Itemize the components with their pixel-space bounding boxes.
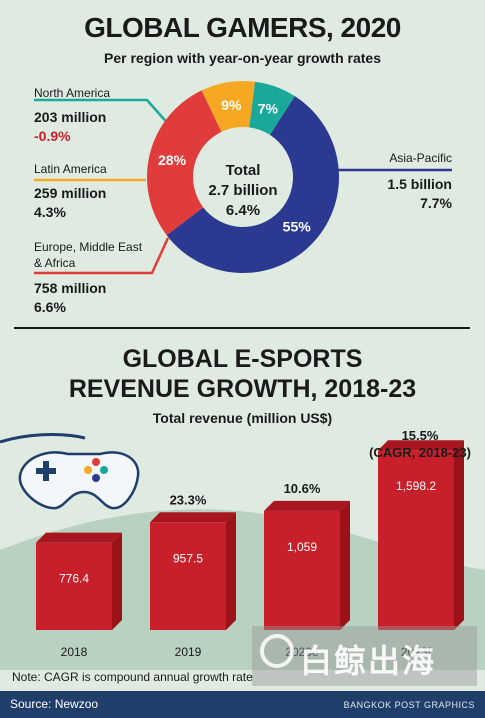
donut-labels: 55% 28% 9% 7% xyxy=(158,97,311,235)
donut-slice-label: 28% xyxy=(158,152,187,168)
chart2-title-line2: REVENUE GROWTH, 2018-23 xyxy=(68,375,417,403)
bar-side-2019 xyxy=(226,512,236,630)
region-growth-asia-pacific: 7.7% xyxy=(420,195,452,211)
bar-2020e xyxy=(264,510,340,630)
donut-chart: 55% 28% 9% 7% Total 2.7 billion 6.4% xyxy=(34,81,452,275)
bar-side-2018 xyxy=(112,532,122,630)
footnote: Note: CAGR is compound annual growth rat… xyxy=(12,670,253,684)
donut-slice-label: 9% xyxy=(221,97,242,113)
region-label-latin-america: Latin America xyxy=(34,162,107,176)
donut-slice-asia-pacific xyxy=(166,96,339,273)
region-growth-north-america: -0.9% xyxy=(34,128,71,144)
bar-side-2023f xyxy=(454,440,464,630)
bar-category-label: 2023f xyxy=(401,645,432,659)
donut-center-growth: 6.4% xyxy=(226,202,260,219)
section-divider xyxy=(14,327,470,329)
connector-north-america xyxy=(34,98,171,127)
bar-top-2019 xyxy=(150,512,236,523)
page-title: GLOBAL GAMERS, 2020 xyxy=(84,12,401,43)
bar-value-label: 957.5 xyxy=(173,551,203,565)
donut-slices xyxy=(147,81,339,273)
cagr-label: (CAGR, 2018-23) xyxy=(369,445,471,460)
donut-slice-north-america xyxy=(249,81,295,135)
region-count-asia-pacific: 1.5 billion xyxy=(387,176,452,192)
region-label-emea-line2: & Africa xyxy=(34,256,76,270)
chart2-subtitle: Total revenue (million US$) xyxy=(152,410,333,426)
region-count-north-america: 203 million xyxy=(34,109,107,125)
donut-center-label: Total xyxy=(226,162,261,179)
source-text: Source: Newzoo xyxy=(10,697,99,711)
bar-2019 xyxy=(150,522,226,630)
donut-slice-latin-america xyxy=(201,81,256,132)
bar-top-2023f xyxy=(378,440,464,451)
donut-slice-label: 55% xyxy=(283,218,312,234)
credit-text: BANGKOK POST GRAPHICS xyxy=(343,700,475,710)
game-controller-icon xyxy=(0,433,140,510)
region-label-emea-line1: Europe, Middle East xyxy=(34,240,143,254)
cagr-value: 15.5% xyxy=(402,428,439,443)
connector-emea xyxy=(34,237,170,275)
donut-slice-europe-middle-east-africa xyxy=(147,90,222,236)
bar-value-label: 1,598.2 xyxy=(396,479,436,493)
bar-2023f xyxy=(378,450,454,630)
bar-category-label: 2018 xyxy=(61,645,88,659)
watermark-text: 白鲸出海 xyxy=(300,643,437,679)
region-label-north-america: North America xyxy=(34,86,111,100)
region-count-latin-america: 259 million xyxy=(34,185,107,201)
bar-growth-label: 10.6% xyxy=(284,481,321,496)
region-growth-latin-america: 4.3% xyxy=(34,204,66,220)
chart2-title-line1: GLOBAL E-SPORTS xyxy=(122,345,363,373)
chart2-title: GLOBAL E-SPORTS REVENUE GROWTH, 2018-23 xyxy=(0,344,485,404)
footer-bar xyxy=(0,691,485,718)
watermark-logo-icon xyxy=(260,634,294,668)
bar-top-2018 xyxy=(36,532,122,543)
bar-value-label: 776.4 xyxy=(59,572,89,586)
donut-connectors xyxy=(34,98,452,275)
region-label-asia-pacific: Asia-Pacific xyxy=(389,151,452,165)
bar-2018 xyxy=(36,542,112,630)
bar-side-2020e xyxy=(340,500,350,630)
region-growth-emea: 6.6% xyxy=(34,299,66,315)
bar-growth-label: 23.3% xyxy=(170,492,207,507)
region-count-emea: 758 million xyxy=(34,280,107,296)
page-subtitle: Per region with year-on-year growth rate… xyxy=(104,50,381,66)
donut-slice-label: 7% xyxy=(258,100,279,116)
bar-top-2020e xyxy=(264,500,350,511)
bar-value-label: 1,059 xyxy=(287,540,317,554)
bar-category-label: 2019 xyxy=(175,645,202,659)
donut-center-value: 2.7 billion xyxy=(208,182,277,199)
